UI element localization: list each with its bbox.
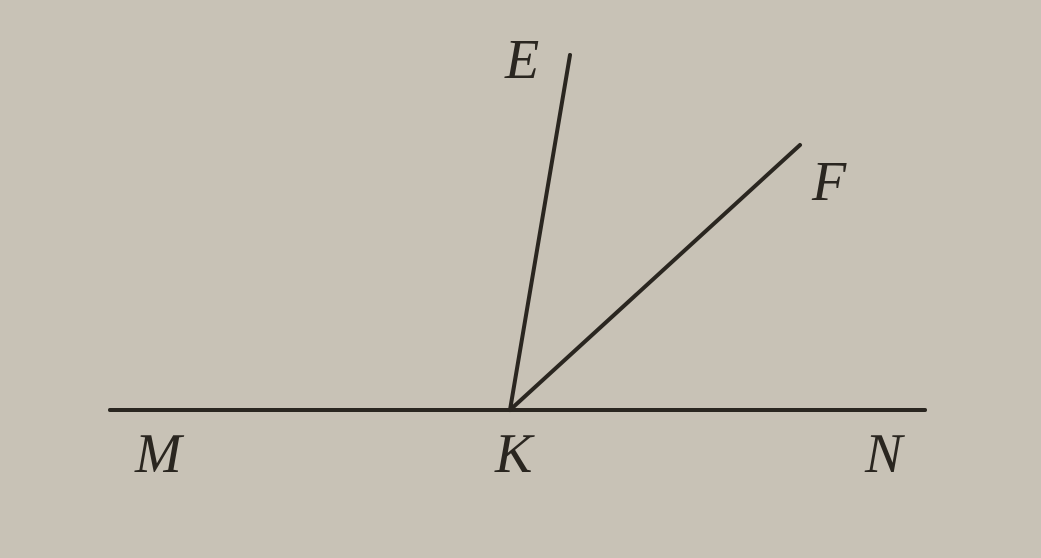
label-f: F <box>811 151 847 213</box>
label-e: E <box>504 29 539 91</box>
geometry-diagram: M K N E F <box>0 0 1041 558</box>
label-m: M <box>134 423 185 485</box>
label-n: N <box>864 423 905 485</box>
diagram-svg: M K N E F <box>0 0 1041 558</box>
label-k: K <box>494 423 535 485</box>
